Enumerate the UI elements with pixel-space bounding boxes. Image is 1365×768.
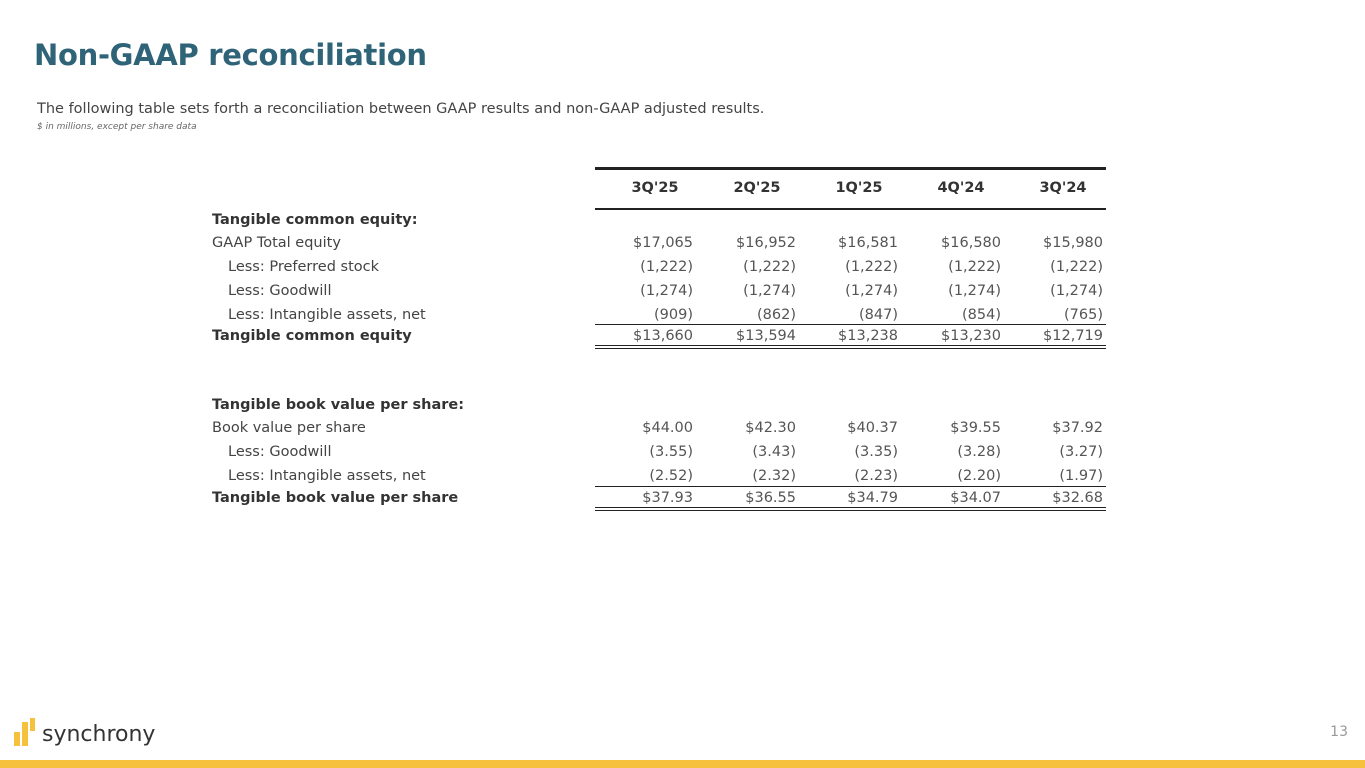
cell-value: (2.20)	[957, 468, 1001, 484]
cell-value: (3.27)	[1059, 444, 1103, 460]
double-rule	[595, 345, 1106, 346]
row-label: Book value per share	[212, 420, 366, 436]
row-label: GAAP Total equity	[212, 235, 341, 251]
cell-value: $44.00	[642, 420, 693, 436]
cell-value: (1,222)	[1050, 259, 1103, 275]
row-label: Less: Goodwill	[228, 444, 332, 460]
cell-value: $16,581	[838, 235, 898, 251]
table-row: Less: Intangible assets, net (2.52) (2.32)…	[212, 465, 1106, 487]
cell-value: $42.30	[745, 420, 796, 436]
table-row: Tangible book value per share $37.93 $36.5…	[212, 487, 1106, 509]
cell-value: (862)	[757, 307, 796, 323]
cell-value: (1,222)	[640, 259, 693, 275]
row-label: Tangible book value per share	[212, 490, 459, 506]
cell-value: (909)	[654, 307, 693, 323]
cell-value: (1,274)	[845, 283, 898, 299]
logo-bars-icon	[14, 718, 35, 746]
footer-bar	[0, 760, 1365, 768]
cell-value: $40.37	[847, 420, 898, 436]
cell-value: (2.52)	[649, 468, 693, 484]
section-heading: Tangible book value per share:	[212, 394, 1106, 416]
table-row: GAAP Total equity $17,065 $16,952 $16,581 $1…	[212, 232, 1106, 254]
double-rule	[595, 507, 1106, 508]
row-label: Less: Intangible assets, net	[228, 307, 426, 323]
cell-value: $13,594	[736, 328, 796, 344]
cell-value: $16,952	[736, 235, 796, 251]
cell-value: $34.07	[950, 490, 1001, 506]
column-header: 4Q'24	[937, 180, 985, 196]
cell-value: (3.43)	[752, 444, 796, 460]
logo-text: synchrony	[42, 722, 156, 747]
cell-value: $32.68	[1052, 490, 1103, 506]
cell-value: (3.55)	[649, 444, 693, 460]
cell-value: (765)	[1064, 307, 1103, 323]
synchrony-logo: synchrony	[14, 718, 155, 746]
table-row: Less: Preferred stock (1,222) (1,222) (1,22…	[212, 256, 1106, 278]
column-header: 2Q'25	[733, 180, 781, 196]
cell-value: (3.28)	[957, 444, 1001, 460]
cell-value: (1.97)	[1059, 468, 1103, 484]
table-row: Less: Goodwill (3.55) (3.43) (3.35) (3.28) (3…	[212, 441, 1106, 463]
cell-value: (1,222)	[845, 259, 898, 275]
table-row: Less: Intangible assets, net (909) (862) (8…	[212, 304, 1106, 326]
cell-value: $13,230	[941, 328, 1001, 344]
subtotal-rule	[595, 324, 1106, 325]
cell-value: $37.93	[642, 490, 693, 506]
subtitle: The following table sets forth a reconci…	[37, 101, 765, 117]
cell-value: $12,719	[1043, 328, 1103, 344]
row-label: Less: Goodwill	[228, 283, 332, 299]
column-header: 3Q'24	[1039, 180, 1087, 196]
table-row: Tangible common equity $13,660 $13,594 $13,…	[212, 325, 1106, 347]
page-number: 13	[1330, 724, 1348, 740]
column-header: 3Q'25	[631, 180, 679, 196]
column-header: 1Q'25	[835, 180, 883, 196]
cell-value: $13,238	[838, 328, 898, 344]
cell-value: $15,980	[1043, 235, 1103, 251]
table-row: Book value per share $44.00 $42.30 $40.37 $3…	[212, 417, 1106, 439]
cell-value: $39.55	[950, 420, 1001, 436]
section-heading: Tangible common equity:	[212, 209, 1106, 231]
table-top-rule	[595, 167, 1106, 170]
cell-value: (1,222)	[948, 259, 1001, 275]
double-rule	[595, 510, 1106, 511]
row-label: Less: Intangible assets, net	[228, 468, 426, 484]
cell-value: $36.55	[745, 490, 796, 506]
cell-value: (1,222)	[743, 259, 796, 275]
cell-value: (3.35)	[854, 444, 898, 460]
double-rule	[595, 348, 1106, 349]
table-header: 3Q'25 2Q'25 1Q'25 4Q'24 3Q'24	[212, 177, 1106, 199]
page-title: Non-GAAP reconciliation	[34, 38, 427, 72]
cell-value: (847)	[859, 307, 898, 323]
cell-value: (1,274)	[743, 283, 796, 299]
cell-value: $13,660	[633, 328, 693, 344]
cell-value: (1,274)	[948, 283, 1001, 299]
cell-value: $17,065	[633, 235, 693, 251]
cell-value: (2.32)	[752, 468, 796, 484]
cell-value: $37.92	[1052, 420, 1103, 436]
row-label: Tangible book value per share:	[212, 397, 465, 413]
header-rule	[595, 208, 1106, 210]
table-row: Less: Goodwill (1,274) (1,274) (1,274) (1,27…	[212, 280, 1106, 302]
cell-value: (1,274)	[640, 283, 693, 299]
cell-value: $16,580	[941, 235, 1001, 251]
row-label: Tangible common equity	[212, 328, 412, 344]
subtotal-rule	[595, 486, 1106, 487]
row-label: Tangible common equity:	[212, 212, 418, 228]
cell-value: (854)	[962, 307, 1001, 323]
row-label: Less: Preferred stock	[228, 259, 379, 275]
units-note: $ in millions, except per share data	[37, 122, 197, 132]
cell-value: $34.79	[847, 490, 898, 506]
cell-value: (2.23)	[854, 468, 898, 484]
cell-value: (1,274)	[1050, 283, 1103, 299]
